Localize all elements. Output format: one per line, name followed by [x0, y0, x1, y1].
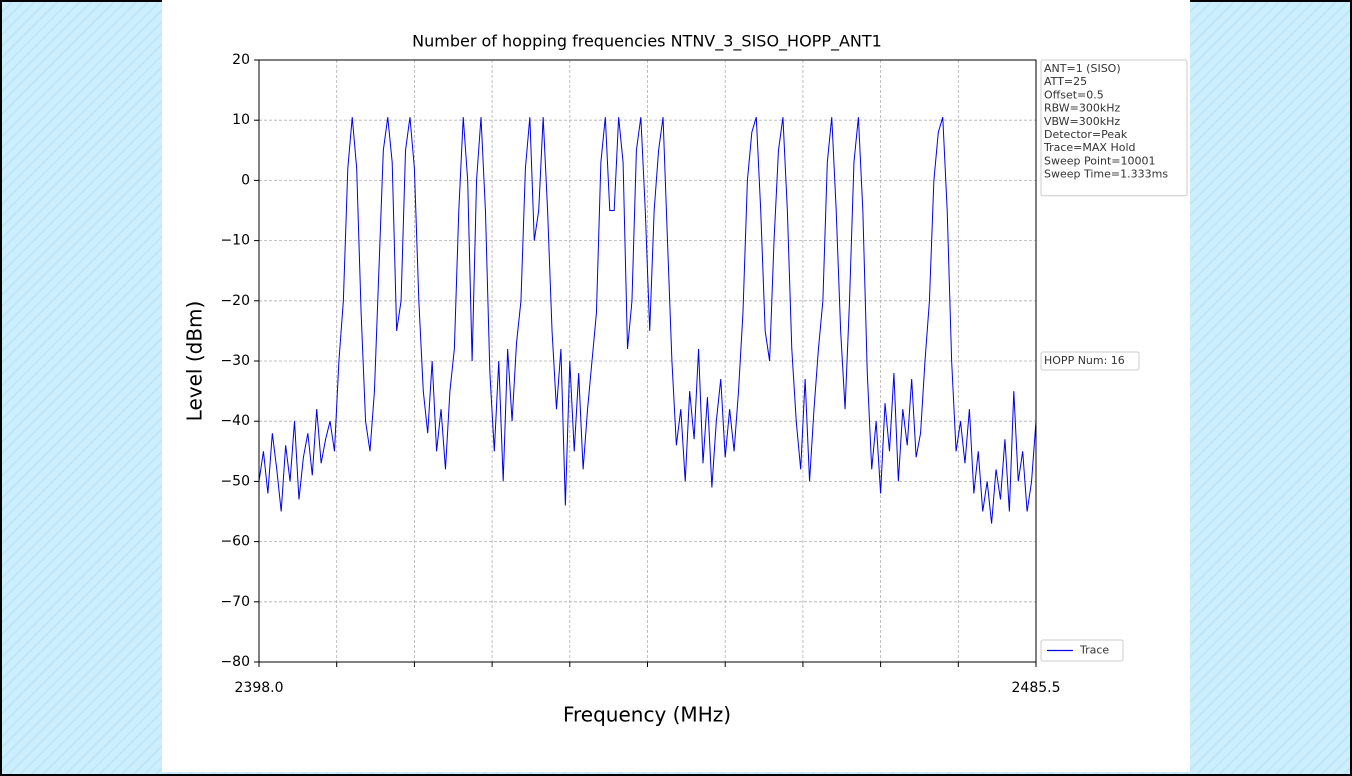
y-tick-label: 20	[232, 52, 250, 68]
plot-frame	[258, 59, 1037, 663]
info-line: VBW=300kHz	[1044, 115, 1120, 128]
annotation: HOPP Num: 16	[1044, 354, 1125, 367]
y-tick-label: 10	[232, 112, 250, 128]
info-line: ATT=25	[1044, 75, 1087, 88]
info-line: Sweep Point=10001	[1044, 154, 1156, 167]
y-axis-label: Level (dBm)	[183, 301, 207, 422]
info-line: RBW=300kHz	[1044, 102, 1121, 115]
y-tick-label: −50	[220, 473, 250, 489]
info-box	[1040, 59, 1188, 197]
annotation-box	[1040, 351, 1140, 371]
x-tick-label: 2398.0	[235, 680, 284, 696]
info-line: ANT=1 (SISO)	[1044, 62, 1121, 75]
y-tick-label: −20	[220, 293, 250, 309]
info-line: Trace=MAX Hold	[1043, 141, 1136, 154]
trace-line	[258, 117, 1037, 524]
x-tick-label: 2485.5	[1012, 680, 1061, 696]
chart-title: Number of hopping frequencies NTNV_3_SIS…	[412, 32, 882, 52]
legend-label: Trace	[1079, 644, 1109, 657]
info-line: Offset=0.5	[1044, 88, 1104, 101]
y-tick-label: 0	[241, 172, 250, 188]
y-tick-label: −60	[220, 534, 250, 550]
y-tick-label: −70	[220, 594, 250, 610]
x-axis-label: Frequency (MHz)	[563, 703, 731, 727]
info-line: Detector=Peak	[1044, 128, 1128, 141]
info-line: Sweep Time=1.333ms	[1044, 168, 1168, 181]
legend-box	[1040, 639, 1124, 662]
y-tick-label: −10	[220, 233, 250, 249]
y-tick-label: −30	[220, 353, 250, 369]
y-tick-label: −80	[220, 654, 250, 670]
y-tick-label: −40	[220, 413, 250, 429]
panel	[162, 0, 1190, 772]
